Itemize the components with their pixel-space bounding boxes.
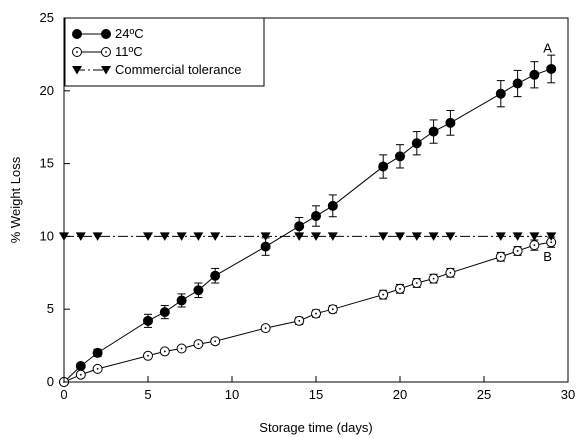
series-2 [59,232,557,241]
legend-label: 11ºC [115,44,143,59]
data-point-dot [214,340,217,343]
data-point-dot [432,277,435,280]
data-point [210,270,221,281]
series-1-line [63,241,552,383]
data-point [92,347,103,358]
x-tick-label: 30 [561,387,575,402]
series-1 [59,236,557,387]
series-layer [59,54,557,387]
data-point [529,69,540,80]
data-point [495,232,506,241]
data-point [546,63,557,74]
data-point [411,138,422,149]
data-point [428,232,439,241]
data-point [395,232,405,241]
data-point [378,232,389,241]
legend-marker [101,66,111,75]
data-point [378,161,389,172]
data-point-dot [550,241,553,244]
legend-label: 24ºC [115,26,144,41]
data-point-dot [147,354,149,357]
legend-marker [72,66,82,75]
legend-marker-dot [105,51,107,53]
x-tick-label: 25 [477,387,491,402]
data-point-dot [499,255,502,258]
data-point [159,307,170,318]
data-point-dot [264,327,267,330]
legend-marker [101,29,111,39]
legend-label: Commercial tolerance [115,62,241,77]
legend-entry: Commercial tolerance [72,62,241,77]
data-point-dot [449,271,452,274]
data-point [159,232,170,241]
y-tick-label: 20 [40,83,54,98]
legend-marker-dot [76,51,78,53]
data-point-dot [399,287,401,290]
data-point [445,232,456,241]
data-point [311,211,321,222]
data-point [143,232,153,241]
data-point [445,117,456,128]
data-point [75,232,86,241]
data-point [176,232,187,241]
y-tick-label: 15 [40,156,54,171]
data-point-dot [382,293,385,296]
data-point [294,232,305,241]
series-0 [59,54,557,387]
x-tick-label: 15 [309,387,323,402]
data-point [260,241,271,252]
x-tick-label: 20 [393,387,407,402]
data-point [495,88,506,99]
data-point [176,295,187,306]
x-tick-label: 0 [60,387,67,402]
data-point-dot [79,373,82,376]
data-point-dot [298,319,301,322]
legend-entry: 24ºC [72,26,144,41]
y-tick-label: 10 [40,228,54,243]
data-point-dot [163,350,166,353]
legend-entry: 11ºC [72,44,143,59]
data-point [210,232,221,241]
data-point [260,232,271,241]
annotation-label: B [543,249,552,264]
annotation-label: A [543,41,552,56]
data-point [395,151,405,162]
series-0-line [63,68,552,383]
y-axis-title: % Weight Loss [8,156,23,243]
data-point-dot [331,308,334,311]
data-point-dot [315,312,317,315]
data-point [294,221,305,232]
legend-marker [72,29,82,39]
data-point [327,200,338,211]
data-point [512,78,523,89]
y-tick-label: 0 [47,374,54,389]
data-point [143,315,153,326]
data-point [411,232,422,241]
annotation-layer: AB [543,41,552,264]
data-point [428,126,439,137]
x-tick-label: 5 [144,387,151,402]
data-point [311,232,321,241]
data-point-dot [533,244,536,247]
legend: 24ºC 11ºC Commercial tolerance [64,17,265,87]
data-point [92,232,103,241]
data-point [75,360,86,371]
data-point [546,232,557,241]
data-point-dot [180,347,183,350]
x-axis-title: Storage time (days) [259,420,372,435]
data-point [327,232,338,241]
data-point [529,232,540,241]
data-point-dot [96,367,99,370]
data-point-dot [197,343,200,346]
data-point [193,232,204,241]
data-point-dot [415,282,418,284]
x-tick-label: 10 [225,387,239,402]
data-point [193,285,204,296]
data-point-dot [516,250,519,252]
y-tick-label: 5 [47,301,54,316]
data-point [512,232,523,241]
y-tick-label: 25 [40,10,54,25]
ticks-layer: 0 5 10 15 20 25 30 0 5 10 15 20 25 [40,10,576,402]
